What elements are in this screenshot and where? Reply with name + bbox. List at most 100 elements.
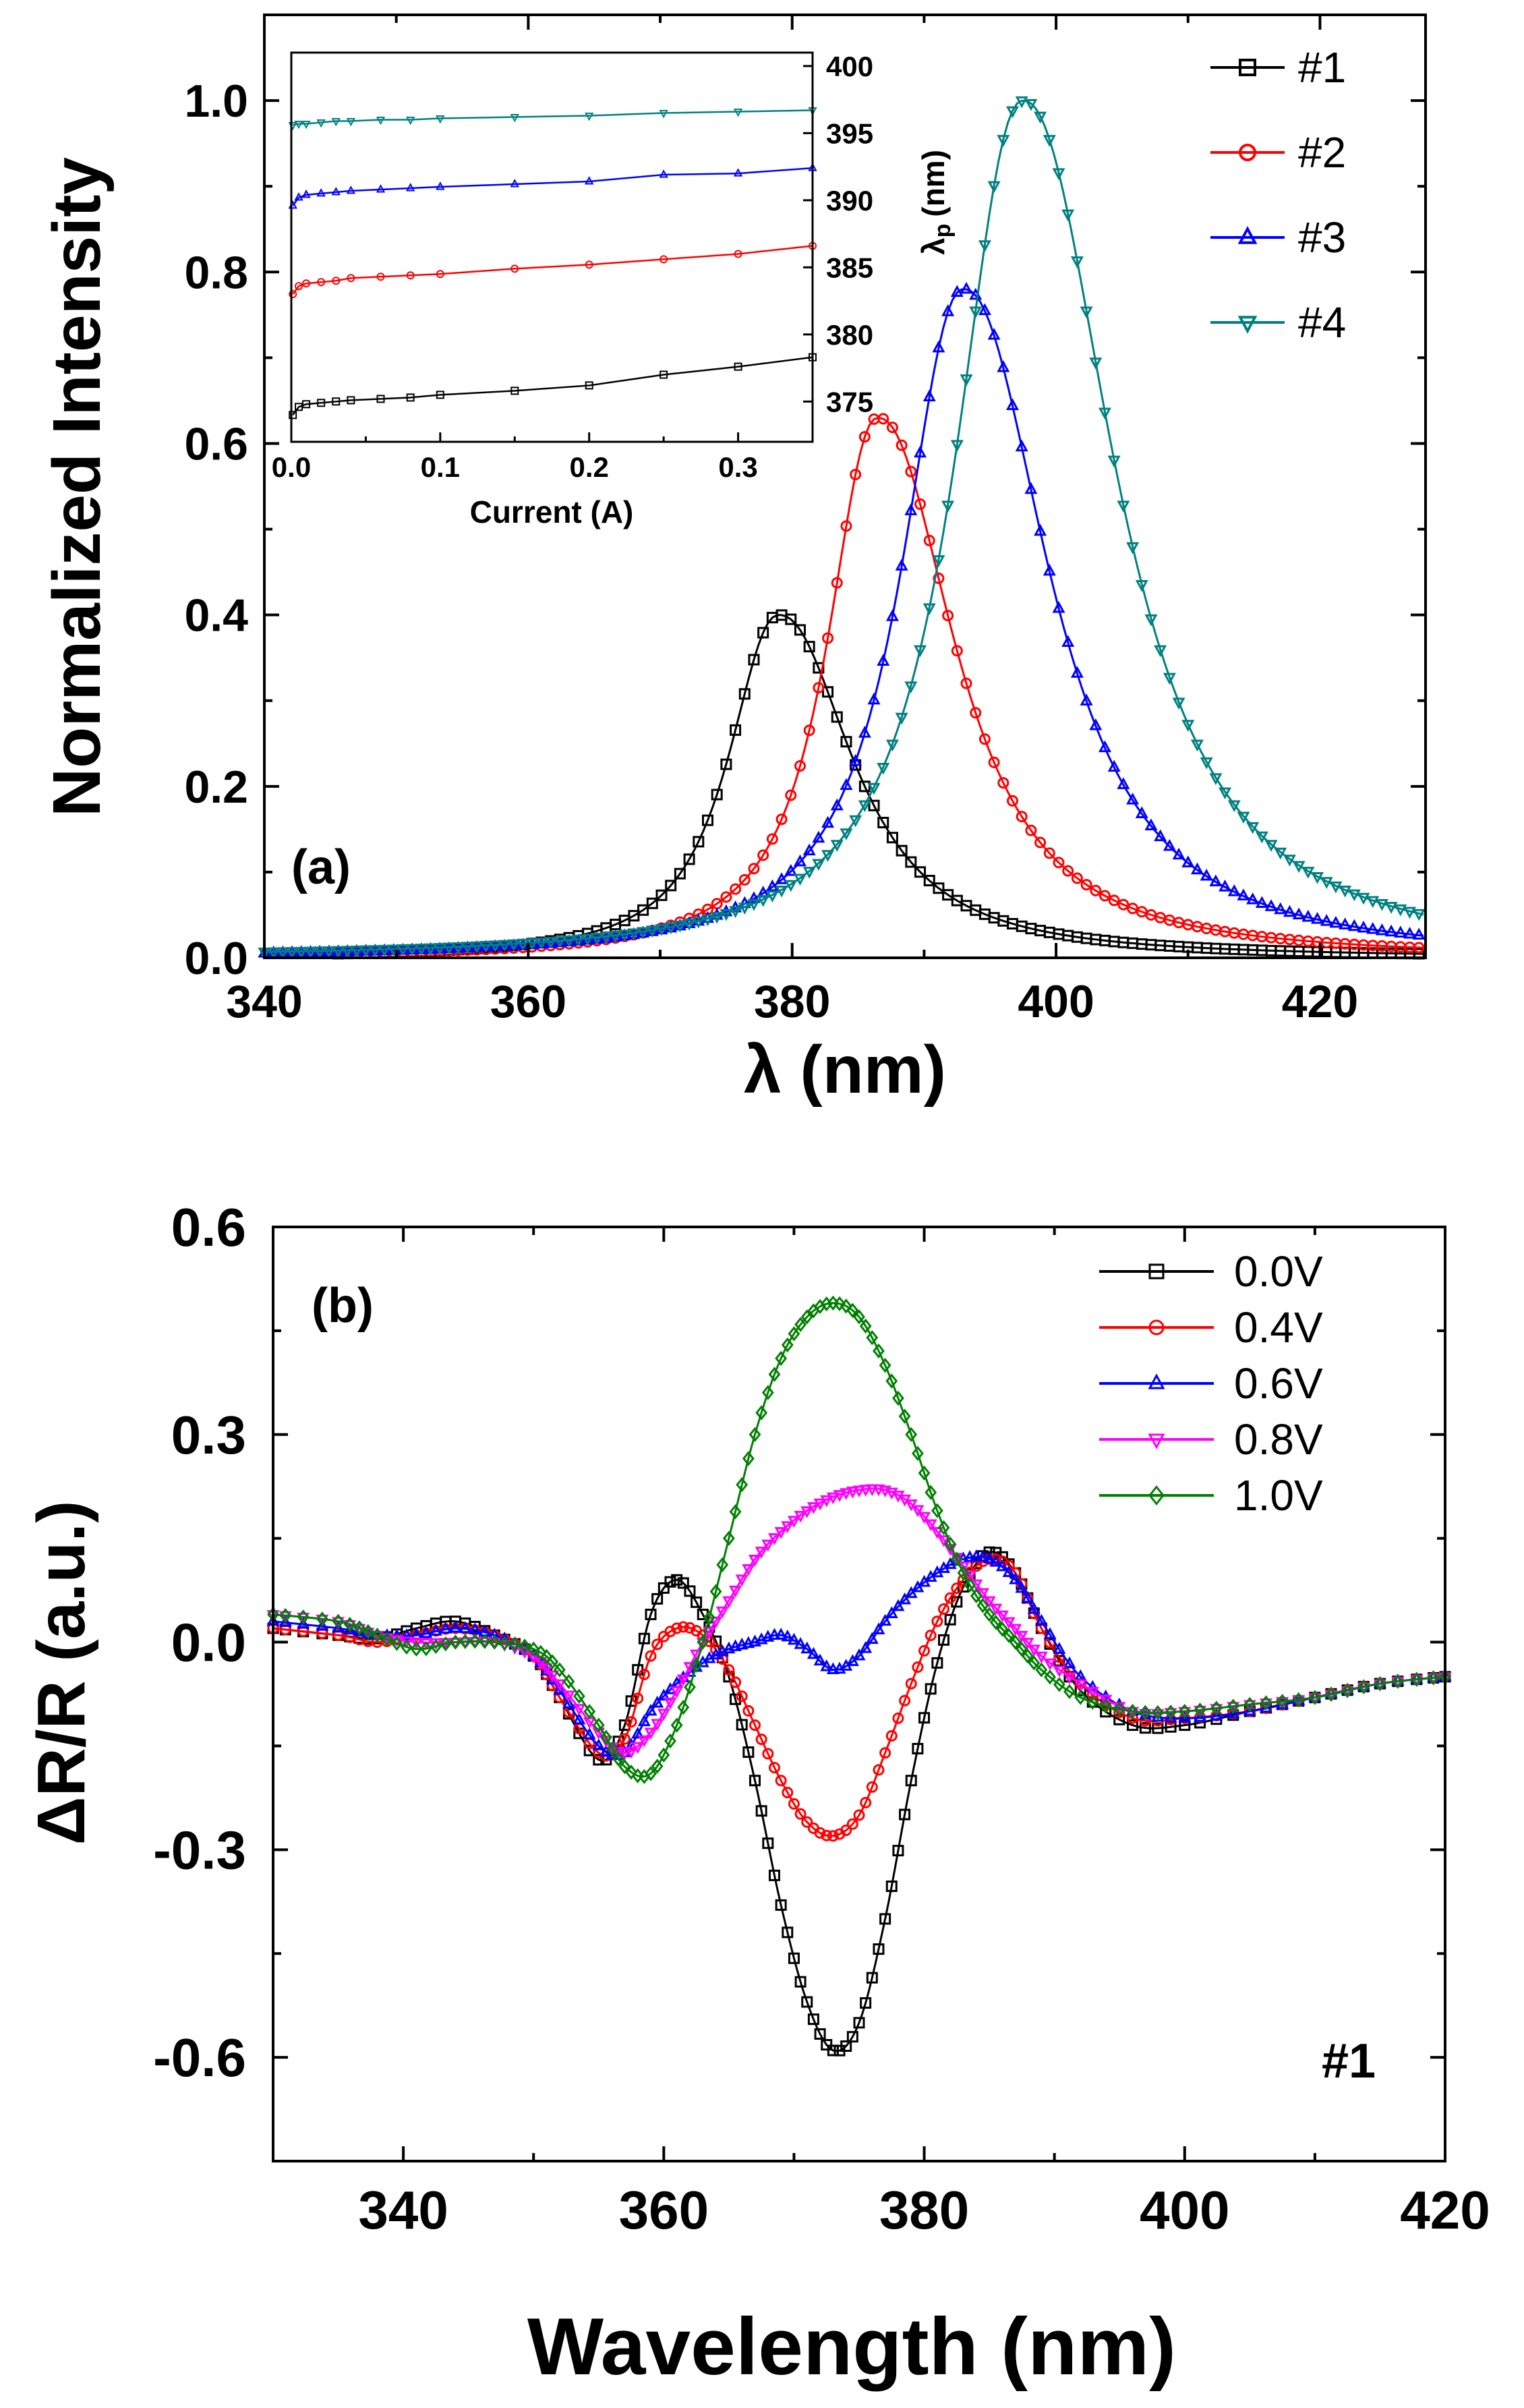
tick-label: 0.0 [171, 1613, 246, 1673]
panel-b-x-axis-label: Wavelength (nm) [527, 2301, 1176, 2392]
panel-b-x-tick-labels: 340 360 380 400 420 [358, 2180, 1490, 2240]
inset-y-tick-labels: 375 380 385 390 395 400 [826, 51, 873, 418]
legend-label: 0.0V [1234, 1247, 1323, 1296]
legend-item: #1 [1210, 43, 1346, 92]
legend-label: 0.4V [1234, 1303, 1323, 1352]
inset-series-markers [288, 107, 817, 131]
tick-label: 0.0 [272, 451, 311, 483]
tick-label: 400 [1140, 2180, 1229, 2240]
tick-label: 380 [879, 2180, 969, 2240]
tick-label: 395 [826, 117, 873, 149]
inset-series-markers [289, 241, 817, 299]
panel-a-legend: #1 #2 #3 #4 [1210, 43, 1346, 347]
inset-series-line [292, 245, 813, 295]
legend-label: #4 [1298, 298, 1346, 347]
legend-marker [1148, 1485, 1165, 1506]
tick-label: 0.8 [184, 247, 248, 298]
legend-item: #2 [1210, 128, 1346, 177]
tick-label: 420 [1282, 976, 1358, 1027]
inset-y-axis-subscript: p [930, 224, 956, 238]
tick-label: 0.3 [171, 1405, 246, 1465]
legend-item: 0.8V [1099, 1415, 1323, 1464]
tick-label: 400 [1018, 976, 1094, 1027]
legend-marker [1148, 1263, 1165, 1280]
tick-label: 375 [826, 386, 873, 418]
series-line [272, 1557, 1446, 1837]
legend-marker [1148, 1373, 1165, 1389]
inset-series-4 [288, 107, 817, 131]
panel-b-legend: 0.0V 0.4V 0.6V 0.8V 1.0V [1099, 1247, 1323, 1520]
inset-series-line [292, 356, 813, 415]
legend-item: 0.6V [1099, 1359, 1323, 1408]
tick-label: 380 [826, 319, 873, 351]
series-0.4V [267, 1553, 1451, 1842]
tick-label: 0.4 [184, 590, 248, 641]
legend-label: #2 [1298, 128, 1346, 177]
legend-item: #4 [1210, 298, 1346, 347]
tick-label: 360 [619, 2180, 709, 2240]
legend-label: 0.6V [1234, 1359, 1323, 1408]
panel-a-y-axis-label: Normalized Intensity [39, 157, 115, 817]
inset-x-tick-labels: 0.0 0.1 0.2 0.3 [272, 451, 758, 483]
legend-item: 0.0V [1099, 1247, 1323, 1296]
legend-marker [1239, 59, 1256, 76]
inset-y-axis-symbol: λ [916, 237, 951, 255]
legend-marker [1148, 1319, 1165, 1336]
legend-item: 0.4V [1099, 1303, 1323, 1352]
tick-label: 340 [358, 2180, 448, 2240]
panel-b-data-series [266, 1295, 1452, 2057]
inset-ticks [290, 65, 813, 442]
tick-label: 0.6 [171, 1197, 246, 1257]
panel-a-chart: 340 360 380 400 420 0.0 0.2 0.4 0.6 0.8 1.0 λ (nm… [39, 13, 1427, 1108]
inset-series-markers [288, 163, 817, 209]
inset-y-axis-label: λp (nm) [916, 150, 956, 255]
legend-label: 0.8V [1234, 1415, 1323, 1464]
tick-label: 400 [826, 51, 873, 82]
series-line [264, 416, 1424, 956]
legend-marker [1238, 144, 1257, 161]
inset-y-axis-unit: (nm) [916, 150, 951, 217]
inset-series-3 [288, 163, 817, 209]
tick-label: 385 [826, 252, 873, 283]
panel-b-chart: 340 360 380 400 420 0.6 0.3 0.0 -0.3 -0.6 Wavele… [24, 1197, 1490, 2392]
panel-b-panel-label: (b) [312, 1279, 374, 1333]
tick-label: 0.6 [184, 418, 248, 469]
series-1.0V [267, 1295, 1451, 1785]
inset-x-axis-label: Current (A) [470, 494, 634, 529]
inset-series-markers [289, 353, 817, 420]
panel-b-frame [272, 1226, 1446, 2162]
inset-series-1 [289, 353, 817, 420]
panel-b-y-tick-labels: 0.6 0.3 0.0 -0.3 -0.6 [153, 1197, 246, 2088]
panel-b-device-annotation: #1 [1322, 2034, 1376, 2088]
panel-b-y-axis-label: ΔR/R (a.u.) [24, 1501, 99, 1845]
tick-label: 380 [754, 976, 830, 1027]
panel-a-data-series [258, 96, 1426, 960]
panel-a-inset-chart: 0.0 0.1 0.2 0.3 375 380 385 390 395 400 Current … [272, 51, 956, 529]
legend-marker [1237, 316, 1258, 334]
tick-label: 340 [226, 976, 302, 1027]
panel-b-ticks [272, 1226, 1446, 2161]
tick-label: 420 [1400, 2180, 1490, 2240]
tick-label: 0.2 [570, 451, 609, 483]
legend-item: 1.0V [1099, 1471, 1323, 1520]
series-markers [267, 1553, 1451, 1842]
tick-label: -0.6 [153, 2028, 246, 2088]
legend-marker [1148, 1433, 1165, 1450]
panel-a-x-axis-label: λ (nm) [744, 1032, 946, 1108]
panel-a-x-tick-labels: 340 360 380 400 420 [226, 976, 1358, 1027]
tick-label: 0.2 [184, 762, 248, 813]
legend-marker [1237, 226, 1258, 244]
inset-frame [290, 51, 814, 443]
series-0.6V [266, 1549, 1452, 1760]
tick-label: -0.3 [153, 1820, 246, 1880]
inset-series-2 [289, 241, 817, 299]
legend-label: #3 [1298, 213, 1346, 262]
series-markers [266, 1549, 1452, 1760]
tick-label: 0.0 [184, 933, 248, 984]
panel-a-ticks [263, 15, 1426, 959]
panel-a-y-tick-labels: 0.0 0.2 0.4 0.6 0.8 1.0 [184, 76, 248, 984]
tick-label: 390 [826, 185, 873, 217]
panel-a-panel-label: (a) [291, 840, 351, 894]
legend-label: #1 [1298, 43, 1346, 92]
